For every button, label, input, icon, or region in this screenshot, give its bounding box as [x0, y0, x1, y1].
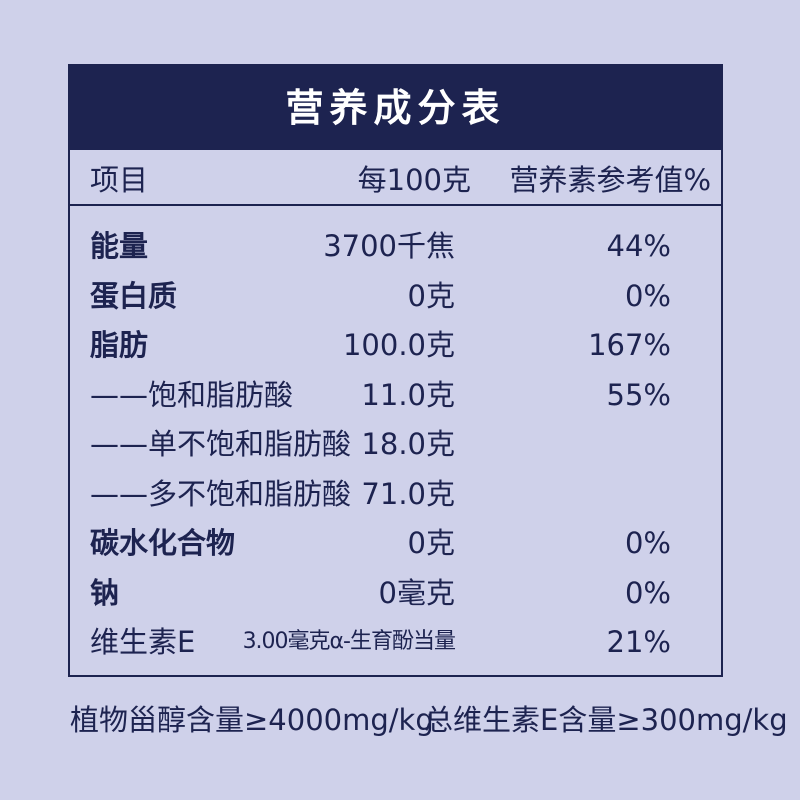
- nrv-percent: 21%: [606, 625, 671, 659]
- per-100g: 0毫克: [378, 575, 455, 610]
- per-100g: 11.0克: [361, 377, 455, 412]
- item-name: 钠: [90, 575, 120, 610]
- nrv-percent: 44%: [606, 229, 671, 263]
- footer-note: 总维生素E含量≥300mg/kg: [424, 703, 788, 737]
- item-name: 蛋白质: [90, 278, 178, 313]
- per-100g: 3.00毫克α-生育酚当量: [242, 629, 456, 654]
- nrv-percent: 55%: [606, 377, 671, 412]
- header-cell: 每100克: [357, 163, 471, 197]
- per-100g: 100.0克: [342, 328, 455, 362]
- nrv-percent: 0%: [624, 575, 671, 610]
- nutrition-table: 营养成分表 项目 每100克 营养素参考值% 能量 3700千焦 44% 蛋白质 0克 0% 脂肪…: [68, 64, 723, 677]
- header-rule: [70, 204, 721, 206]
- item-name: 碳水化合物: [90, 526, 236, 560]
- nrv-percent: 167%: [588, 328, 671, 362]
- item-name: ——多不饱和脂肪酸: [90, 476, 352, 511]
- per-100g: 0克: [407, 278, 455, 313]
- per-100g: 0克: [407, 526, 455, 560]
- header-cell: 项目: [90, 163, 149, 197]
- nrv-percent: 0%: [624, 526, 671, 560]
- table-title: 营养成分表: [70, 66, 721, 150]
- item-name: 能量: [90, 229, 149, 263]
- item-name: ——单不饱和脂肪酸: [90, 427, 352, 461]
- per-100g: 3700千焦: [323, 229, 455, 263]
- item-name: 脂肪: [90, 328, 149, 362]
- item-name: ——饱和脂肪酸: [90, 377, 294, 412]
- per-100g: 71.0克: [361, 476, 455, 511]
- header-cell: 营养素参考值%: [509, 163, 711, 197]
- footer-note: 植物甾醇含量≥4000mg/kg: [70, 703, 434, 737]
- nrv-percent: 0%: [624, 278, 671, 313]
- per-100g: 18.0克: [361, 427, 455, 461]
- item-name: 维生素E: [90, 625, 196, 659]
